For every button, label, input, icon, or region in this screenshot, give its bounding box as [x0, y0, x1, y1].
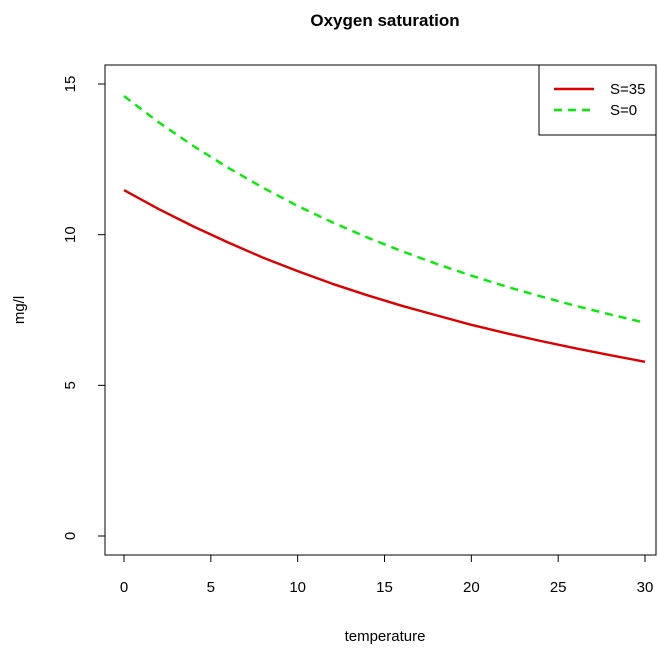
x-tick-label: 10	[289, 579, 306, 596]
x-tick-label: 30	[637, 579, 654, 596]
x-axis: 0 5 10 15 20 25 30	[120, 554, 654, 596]
x-axis-label: temperature	[345, 628, 426, 645]
y-tick-label: 5	[62, 381, 79, 389]
y-tick-label: 15	[62, 76, 79, 93]
legend: S=35 S=0	[538, 64, 657, 136]
series-layer	[123, 95, 646, 363]
legend-entry-label: S=0	[610, 102, 637, 119]
series-line-s-35	[123, 189, 646, 363]
y-axis: 0 5 10 15	[62, 76, 106, 540]
y-tick-label: 10	[62, 226, 79, 243]
plot-area-frame	[104, 64, 657, 556]
x-tick-label: 5	[207, 579, 215, 596]
series-line-s-0	[123, 95, 646, 324]
y-tick-label: 0	[62, 532, 79, 540]
x-tick-label: 15	[376, 579, 393, 596]
x-tick-label: 25	[550, 579, 567, 596]
legend-box	[538, 64, 657, 136]
chart-title: Oxygen saturation	[310, 11, 459, 30]
legend-entry-label: S=35	[610, 81, 645, 98]
x-tick-label: 0	[120, 579, 128, 596]
y-axis-label: mg/l	[11, 296, 28, 324]
x-tick-label: 20	[463, 579, 480, 596]
